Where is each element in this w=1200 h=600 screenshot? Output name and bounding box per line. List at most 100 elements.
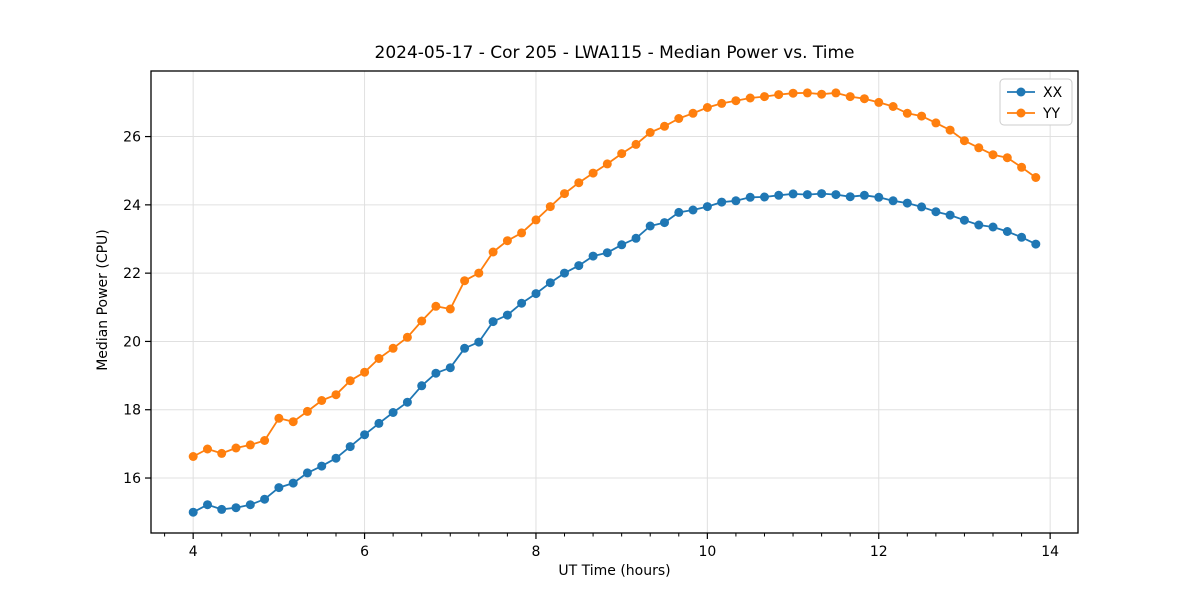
data-point-YY: [888, 102, 898, 111]
x-tick-label: 12: [870, 544, 888, 560]
data-point-YY: [531, 215, 541, 225]
data-point-XX: [717, 197, 727, 207]
data-point-YY: [902, 108, 912, 118]
data-point-XX: [902, 198, 912, 208]
data-point-XX: [974, 220, 984, 230]
data-point-XX: [402, 397, 412, 407]
data-point-YY: [802, 88, 812, 98]
data-point-XX: [731, 196, 741, 206]
legend-marker-XX: [1016, 87, 1026, 97]
data-point-XX: [531, 289, 541, 299]
data-point-YY: [388, 343, 398, 353]
data-point-XX: [645, 221, 655, 231]
data-point-XX: [1017, 232, 1027, 242]
data-point-YY: [931, 118, 941, 128]
data-point-YY: [702, 103, 712, 112]
legend: XX YY: [999, 78, 1073, 126]
data-point-YY: [731, 96, 741, 106]
data-point-XX: [802, 190, 812, 200]
data-point-XX: [431, 368, 441, 378]
y-tick-label: 16: [123, 471, 141, 487]
x-tick-label: 8: [531, 544, 540, 560]
data-point-YY: [774, 90, 784, 100]
data-point-XX: [845, 192, 855, 202]
y-tick-label: 22: [123, 266, 141, 282]
data-point-YY: [274, 413, 284, 423]
data-point-YY: [488, 247, 498, 257]
data-point-YY: [460, 276, 470, 286]
data-point-YY: [917, 111, 927, 121]
data-point-XX: [203, 500, 212, 510]
data-point-YY: [402, 332, 412, 342]
data-point-XX: [217, 504, 227, 514]
data-point-YY: [317, 396, 327, 405]
data-point-XX: [317, 461, 327, 471]
data-point-XX: [331, 453, 341, 463]
data-point-XX: [274, 483, 284, 493]
data-point-XX: [674, 207, 684, 217]
data-point-XX: [859, 190, 869, 200]
data-point-XX: [345, 442, 355, 452]
y-tick-label: 24: [123, 198, 141, 214]
data-point-XX: [545, 278, 555, 288]
legend-label-XX: XX: [1043, 85, 1063, 101]
data-point-YY: [517, 228, 527, 238]
data-point-YY: [188, 452, 198, 461]
x-tick-label: 6: [360, 544, 369, 560]
data-point-XX: [702, 202, 712, 212]
data-point-XX: [760, 192, 769, 202]
data-point-YY: [717, 98, 727, 108]
data-point-YY: [545, 202, 555, 212]
data-point-XX: [445, 363, 455, 373]
legend-marker-YY: [1016, 108, 1026, 118]
data-point-YY: [831, 88, 841, 98]
data-point-YY: [374, 354, 384, 363]
x-tick-label: 14: [1041, 544, 1059, 560]
data-point-YY: [745, 93, 755, 103]
y-tick-label: 20: [123, 334, 141, 350]
data-point-YY: [231, 443, 241, 453]
data-point-YY: [588, 168, 598, 178]
data-point-YY: [660, 121, 669, 131]
data-point-YY: [502, 236, 512, 246]
axes-spines: [150, 70, 1079, 534]
data-point-YY: [245, 440, 255, 450]
data-point-XX: [517, 298, 527, 308]
data-point-XX: [245, 500, 255, 510]
data-point-YY: [331, 390, 341, 400]
data-point-XX: [288, 478, 298, 488]
data-point-XX: [574, 261, 584, 271]
x-tick-label: 10: [698, 544, 716, 560]
data-point-XX: [660, 218, 669, 228]
data-point-YY: [260, 436, 270, 445]
data-point-XX: [474, 337, 484, 347]
data-point-YY: [445, 304, 455, 314]
data-point-XX: [688, 205, 698, 215]
data-point-XX: [745, 192, 755, 202]
data-point-XX: [602, 248, 612, 258]
data-point-YY: [617, 149, 627, 159]
data-point-YY: [959, 136, 969, 146]
data-point-YY: [560, 189, 569, 199]
data-point-XX: [188, 507, 198, 517]
legend-label-YY: YY: [1042, 106, 1061, 122]
y-axis-label: Median Power (CPU): [95, 229, 111, 371]
data-point-YY: [417, 316, 427, 326]
y-tick-label: 26: [123, 130, 141, 146]
data-point-YY: [974, 143, 984, 153]
data-point-YY: [1002, 153, 1012, 163]
data-point-XX: [1002, 227, 1012, 236]
data-point-YY: [845, 92, 855, 102]
data-point-XX: [874, 192, 884, 202]
data-point-XX: [631, 233, 641, 243]
data-point-YY: [1017, 162, 1027, 172]
data-point-XX: [945, 210, 955, 220]
data-point-XX: [388, 408, 398, 417]
y-tick-label: 18: [123, 403, 141, 419]
data-point-XX: [560, 268, 569, 278]
data-point-YY: [345, 376, 355, 386]
data-point-XX: [488, 317, 498, 327]
data-point-XX: [1031, 239, 1041, 249]
